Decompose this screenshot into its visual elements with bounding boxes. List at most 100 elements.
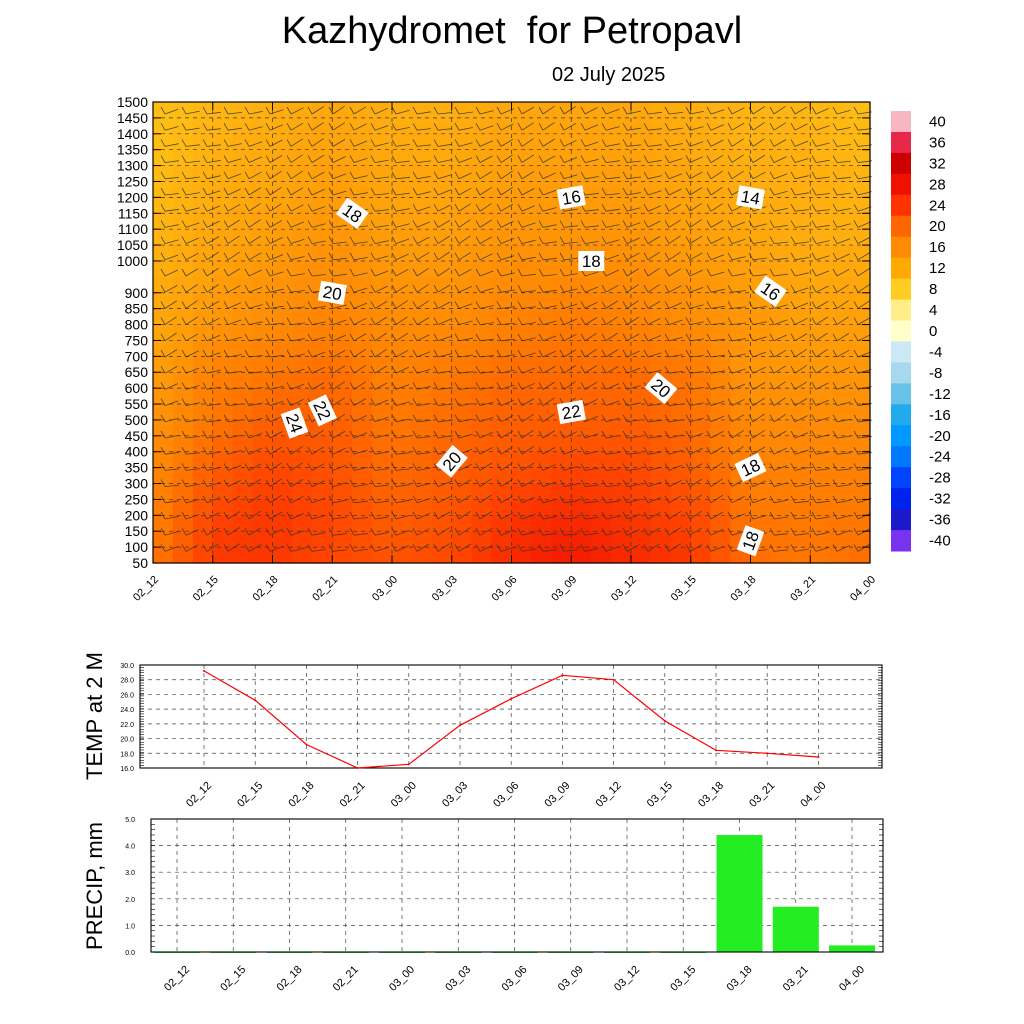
temperature-cell: [710, 515, 732, 532]
temperature-cell: [212, 419, 234, 437]
temperature-cell: [591, 419, 612, 437]
temperature-cell: [611, 165, 632, 188]
wind-barb: [517, 413, 535, 423]
temperature-cell: [232, 207, 254, 230]
temperature-cell: [650, 340, 672, 357]
temperature-cell: [471, 292, 493, 310]
temperature-cell: [750, 419, 772, 437]
temperature-cell: [372, 102, 393, 124]
temperature-cell: [491, 292, 513, 310]
temperature-cell: [272, 276, 294, 294]
wind-barb: [811, 316, 829, 325]
temperature-cell: [531, 245, 552, 262]
wind-barb: [664, 463, 683, 471]
temperature-cell: [650, 324, 672, 342]
wind-barb: [307, 317, 326, 325]
wind-barb: [622, 187, 641, 196]
wind-barb: [769, 495, 788, 504]
colorbar-swatch: [891, 404, 911, 426]
wind-barb: [811, 348, 828, 358]
wind-barb: [811, 204, 830, 212]
temperature-cell: [292, 260, 313, 278]
wind-barb: [517, 511, 536, 520]
wind-barb: [370, 123, 389, 131]
wind-barb: [538, 187, 557, 196]
temperature-cell: [551, 467, 572, 485]
temperature-cell: [591, 356, 612, 373]
wind-barb: [790, 333, 808, 342]
wind-barb: [622, 171, 641, 180]
wind-barb: [664, 349, 683, 358]
wind-barb: [202, 366, 221, 374]
wind-barb: [412, 414, 431, 423]
wind-barb: [517, 528, 536, 536]
main-x-tick-label: 02_18: [251, 574, 281, 604]
wind-barb: [202, 382, 221, 390]
temperature-cell: [511, 451, 533, 469]
temperature-cell: [252, 207, 274, 230]
temperature-cell: [292, 451, 313, 469]
wind-barb: [622, 236, 640, 244]
wind-barb: [286, 398, 304, 406]
wind-barb: [496, 154, 513, 163]
wind-barb: [244, 478, 262, 487]
wind-barb: [370, 511, 389, 520]
temperature-cell: [790, 499, 811, 516]
wind-barb: [685, 317, 704, 325]
temperature-cell: [571, 547, 592, 564]
temperature-cell: [650, 102, 672, 124]
wind-barb: [412, 267, 429, 277]
wind-barb: [223, 203, 241, 212]
temperature-cell: [352, 467, 373, 485]
wind-barb: [517, 204, 535, 212]
wind-barb: [244, 494, 261, 504]
temperature-cell: [850, 165, 871, 188]
temperature-cell: [710, 356, 732, 373]
temperature-cell: [491, 388, 513, 405]
temperature-cell: [172, 102, 194, 124]
wind-barb: [811, 414, 830, 423]
temperature-cell: [810, 483, 831, 501]
temperature-cell: [730, 229, 752, 246]
temperature-cell: [551, 356, 572, 373]
wind-barb: [181, 139, 200, 147]
temperature-cell: [591, 340, 612, 357]
temperature-cell: [650, 467, 672, 485]
temperature-cell: [153, 102, 174, 124]
wind-barb: [517, 382, 535, 390]
wind-barb: [244, 447, 262, 455]
temperature-cell: [431, 356, 453, 373]
temperature-cell: [392, 531, 413, 548]
wind-barb: [790, 348, 807, 358]
temperature-cell: [172, 388, 194, 405]
wind-barb: [580, 317, 598, 325]
wind-barb: [202, 204, 221, 212]
wind-barb: [475, 155, 493, 163]
wind-barb: [370, 463, 389, 471]
wind-barb: [328, 528, 347, 536]
main-x-tick-label: 03_00: [370, 574, 400, 604]
wind-barb: [349, 236, 368, 244]
wind-barb: [517, 349, 536, 358]
temperature-cell: [212, 207, 234, 230]
wind-barb: [538, 317, 557, 325]
temperature-cell: [272, 515, 294, 532]
wind-barb: [307, 106, 325, 115]
temperature-cell: [292, 531, 313, 548]
wind-barb: [328, 105, 345, 115]
temperature-cell: [810, 451, 831, 469]
wind-barb: [538, 479, 557, 487]
temperature-cell: [172, 499, 194, 516]
temperature-cell: [272, 165, 294, 188]
temperature-cell: [650, 245, 672, 262]
temperature-cell: [511, 499, 533, 516]
wind-barb: [643, 527, 661, 536]
temperature-cell: [411, 340, 433, 357]
wind-barb: [349, 252, 368, 261]
wind-barb: [223, 333, 242, 342]
wind-barb: [580, 398, 598, 406]
temperature-cell: [232, 388, 254, 405]
wind-barb: [160, 528, 179, 536]
wind-barb: [517, 398, 535, 406]
wind-barb: [832, 316, 849, 325]
